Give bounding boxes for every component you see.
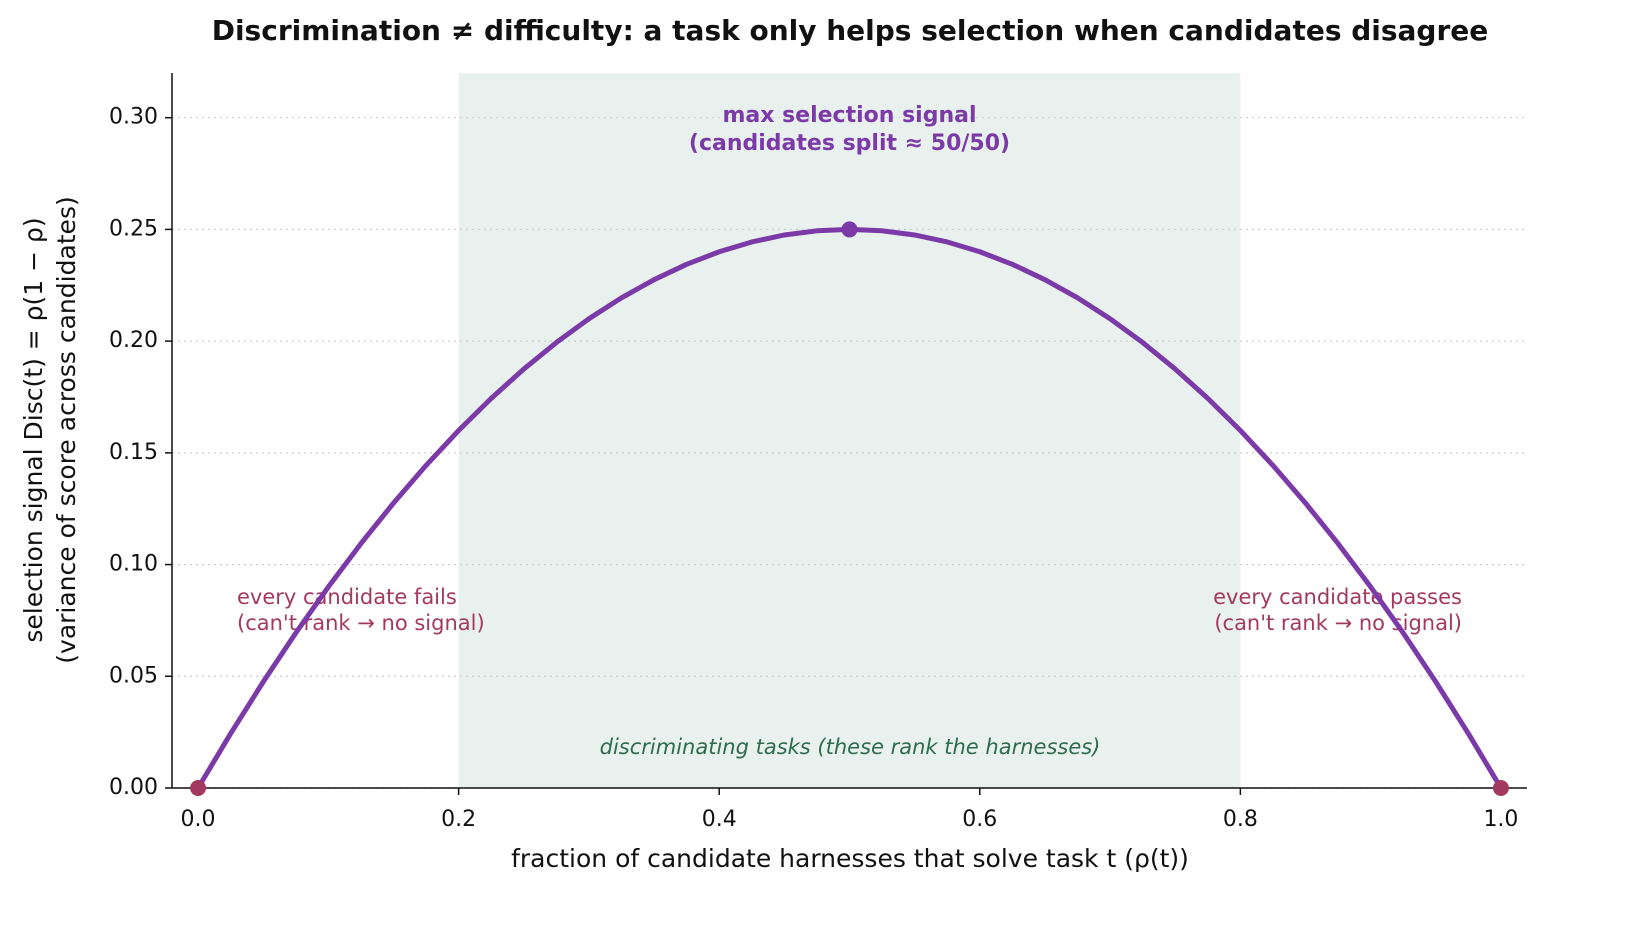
y-tick-label: 0.10 <box>109 552 158 577</box>
y-axis-label: (variance of score across candidates) <box>52 196 81 663</box>
x-tick-label: 0.4 <box>702 807 737 832</box>
y-tick-label: 0.20 <box>109 328 158 353</box>
y-axis-label: selection signal Disc(t) = ρ(1 − ρ) <box>19 217 48 642</box>
x-tick-label: 0.8 <box>1223 807 1258 832</box>
y-tick-label: 0.15 <box>109 440 158 465</box>
highlight-span <box>458 73 1241 788</box>
point-marker <box>190 780 207 796</box>
x-axis-label: fraction of candidate harnesses that sol… <box>511 844 1189 873</box>
chart-title: Discrimination ≠ difficulty: a task only… <box>212 14 1489 47</box>
annotation: every candidate passes <box>1213 585 1462 609</box>
annotation: discriminating tasks (these rank the har… <box>600 735 1101 759</box>
x-tick-label: 0.6 <box>962 807 997 832</box>
annotation: (candidates split ≈ 50/50) <box>689 131 1010 156</box>
annotation: (can't rank → no signal) <box>237 611 485 635</box>
x-tick-label: 1.0 <box>1483 807 1518 832</box>
annotation: (can't rank → no signal) <box>1214 611 1462 635</box>
y-tick-label: 0.00 <box>109 775 158 800</box>
annotation: every candidate fails <box>237 585 457 609</box>
y-tick-label: 0.05 <box>109 663 158 688</box>
point-marker <box>1492 780 1509 796</box>
y-tick-label: 0.25 <box>109 216 158 241</box>
annotation: max selection signal <box>722 103 976 128</box>
y-tick-label: 0.30 <box>109 105 158 130</box>
point-marker <box>841 221 858 238</box>
x-tick-label: 0.2 <box>441 807 476 832</box>
x-tick-label: 0.0 <box>181 807 216 832</box>
